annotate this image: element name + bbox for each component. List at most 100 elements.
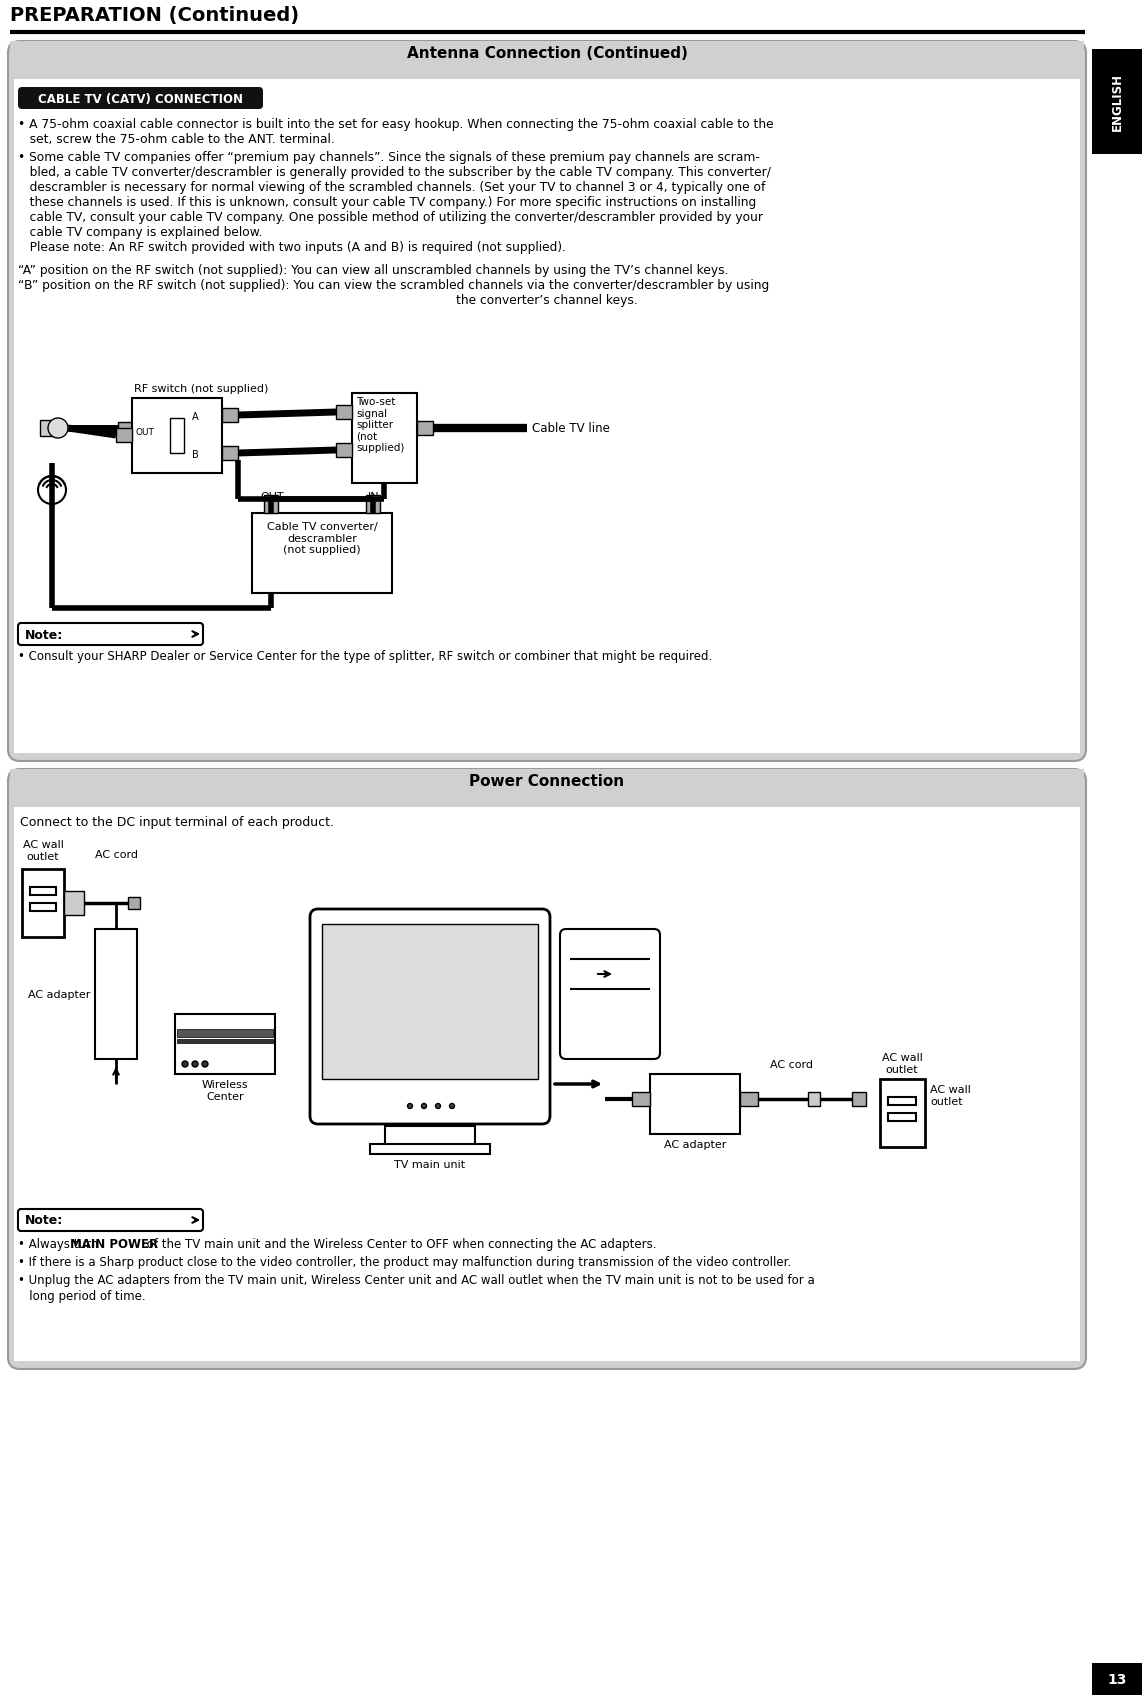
Text: • Unplug the AC adapters from the TV main unit, Wireless Center unit and AC wall: • Unplug the AC adapters from the TV mai… — [18, 1274, 814, 1286]
Bar — [128, 897, 140, 909]
Text: AC wall
outlet: AC wall outlet — [930, 1084, 970, 1107]
Bar — [10, 769, 1084, 808]
Text: IN: IN — [368, 491, 380, 501]
Text: RF switch (not supplied): RF switch (not supplied) — [134, 384, 268, 394]
Bar — [740, 1093, 758, 1107]
Text: the converter’s channel keys.: the converter’s channel keys. — [457, 293, 638, 307]
Text: Please note: An RF switch provided with two inputs (A and B) is required (not su: Please note: An RF switch provided with … — [18, 240, 565, 254]
Bar — [177, 1030, 273, 1037]
Text: bled, a cable TV converter/descrambler is generally provided to the subscriber b: bled, a cable TV converter/descrambler i… — [18, 165, 771, 179]
Text: “B” position on the RF switch (not supplied): You can view the scrambled channel: “B” position on the RF switch (not suppl… — [18, 280, 770, 292]
Bar — [116, 428, 132, 443]
Text: Note:: Note: — [25, 1214, 63, 1228]
Text: these channels is used. If this is unknown, consult your cable TV company.) For : these channels is used. If this is unkno… — [18, 196, 756, 210]
Bar — [14, 808, 1080, 1361]
Bar — [385, 1127, 475, 1146]
Text: AC adapter: AC adapter — [664, 1139, 726, 1149]
Text: • Consult your SHARP Dealer or Service Center for the type of splitter, RF switc: • Consult your SHARP Dealer or Service C… — [18, 650, 712, 663]
Bar — [132, 399, 223, 474]
Bar — [632, 1093, 650, 1107]
FancyBboxPatch shape — [18, 624, 203, 646]
Bar — [118, 423, 132, 435]
Circle shape — [182, 1062, 188, 1067]
Bar — [322, 924, 538, 1079]
Bar — [170, 419, 184, 454]
Bar — [807, 1093, 820, 1107]
Text: AC cord: AC cord — [95, 849, 138, 859]
Text: “A” position on the RF switch (not supplied): You can view all unscrambled chann: “A” position on the RF switch (not suppl… — [18, 264, 728, 276]
Bar — [223, 409, 237, 423]
Bar — [1092, 1662, 1142, 1695]
Bar — [22, 870, 64, 938]
Text: Wireless
Center: Wireless Center — [202, 1079, 248, 1101]
Bar — [366, 496, 380, 513]
Bar — [223, 447, 237, 460]
Text: • Some cable TV companies offer “premium pay channels”. Since the signals of the: • Some cable TV companies offer “premium… — [18, 152, 759, 164]
Text: OUT: OUT — [135, 428, 154, 436]
Text: TV main unit: TV main unit — [395, 1159, 466, 1170]
Bar — [418, 421, 434, 436]
Circle shape — [421, 1103, 427, 1108]
Bar — [336, 406, 352, 419]
Bar — [14, 80, 1080, 754]
Bar — [177, 1040, 273, 1043]
Text: AC adapter: AC adapter — [28, 989, 89, 999]
FancyBboxPatch shape — [18, 89, 263, 109]
Text: descrambler is necessary for normal viewing of the scrambled channels. (Set your: descrambler is necessary for normal view… — [18, 181, 765, 194]
Text: A: A — [192, 413, 198, 421]
FancyBboxPatch shape — [8, 43, 1086, 762]
FancyBboxPatch shape — [310, 909, 551, 1124]
Circle shape — [202, 1062, 208, 1067]
Bar — [852, 1093, 866, 1107]
Bar — [880, 1079, 924, 1147]
Bar — [30, 904, 56, 912]
Text: PREPARATION (Continued): PREPARATION (Continued) — [10, 7, 299, 26]
Text: of the TV main unit and the Wireless Center to OFF when connecting the AC adapte: of the TV main unit and the Wireless Cen… — [143, 1238, 656, 1250]
Bar — [1092, 49, 1142, 155]
Bar — [64, 892, 84, 916]
Text: ENGLISH: ENGLISH — [1110, 73, 1124, 131]
Text: OUT: OUT — [260, 491, 283, 501]
Text: B: B — [192, 450, 198, 460]
Text: Connect to the DC input terminal of each product.: Connect to the DC input terminal of each… — [19, 815, 334, 829]
Bar — [264, 496, 278, 513]
Circle shape — [436, 1103, 440, 1108]
Text: Two-set
signal
splitter
(not
supplied): Two-set signal splitter (not supplied) — [356, 397, 405, 454]
Circle shape — [407, 1103, 413, 1108]
Bar — [40, 421, 54, 436]
Text: AC wall
outlet: AC wall outlet — [23, 841, 63, 861]
Text: • Always turn: • Always turn — [18, 1238, 102, 1250]
Bar — [175, 1014, 275, 1074]
Circle shape — [38, 477, 67, 505]
Text: IN: IN — [175, 428, 185, 436]
Text: Power Connection: Power Connection — [469, 774, 625, 788]
FancyBboxPatch shape — [18, 1209, 203, 1231]
Bar — [10, 43, 1084, 80]
Bar — [370, 1144, 490, 1154]
Circle shape — [450, 1103, 454, 1108]
Circle shape — [192, 1062, 198, 1067]
Text: AC wall
outlet: AC wall outlet — [882, 1052, 922, 1074]
Bar — [352, 394, 418, 484]
Text: • If there is a Sharp product close to the video controller, the product may mal: • If there is a Sharp product close to t… — [18, 1255, 791, 1269]
Bar — [888, 1098, 916, 1105]
Text: CABLE TV (CATV) CONNECTION: CABLE TV (CATV) CONNECTION — [38, 92, 242, 106]
Text: Note:: Note: — [25, 627, 63, 641]
Bar — [650, 1074, 740, 1134]
Text: Cable TV line: Cable TV line — [532, 421, 610, 435]
Text: cable TV, consult your cable TV company. One possible method of utilizing the co: cable TV, consult your cable TV company.… — [18, 211, 763, 223]
Text: long period of time.: long period of time. — [18, 1289, 146, 1303]
Bar — [336, 443, 352, 457]
Text: 13: 13 — [1107, 1673, 1126, 1686]
Text: MAIN POWER: MAIN POWER — [70, 1238, 158, 1250]
Text: Cable TV converter/
descrambler
(not supplied): Cable TV converter/ descrambler (not sup… — [266, 522, 377, 554]
Bar — [252, 513, 392, 593]
Bar — [95, 929, 136, 1059]
Circle shape — [48, 419, 68, 438]
Text: • A 75-ohm coaxial cable connector is built into the set for easy hookup. When c: • A 75-ohm coaxial cable connector is bu… — [18, 118, 773, 147]
Text: AC cord: AC cord — [770, 1059, 813, 1069]
Text: Antenna Connection (Continued): Antenna Connection (Continued) — [406, 46, 687, 61]
FancyBboxPatch shape — [8, 769, 1086, 1369]
FancyBboxPatch shape — [560, 929, 660, 1059]
Bar — [888, 1113, 916, 1122]
